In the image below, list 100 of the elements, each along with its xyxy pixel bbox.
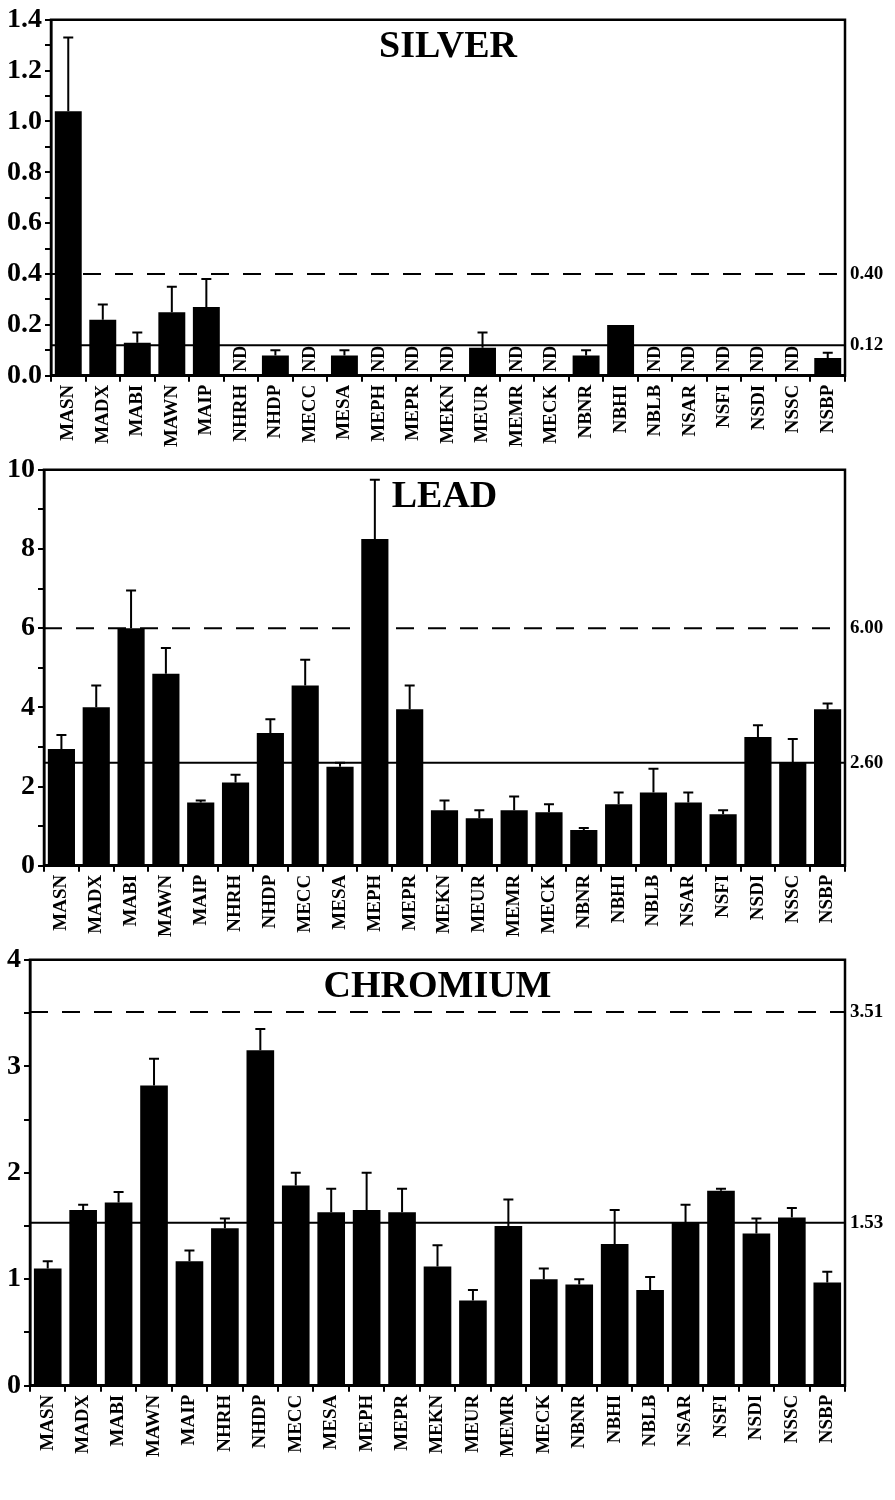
x-tick-label: MADX xyxy=(90,384,112,444)
ref-line-label: 0.40 xyxy=(850,261,884,283)
x-tick-label: MABI xyxy=(106,1394,128,1447)
x-tick-label: MADX xyxy=(71,1394,93,1454)
x-tick-label: MECC xyxy=(297,384,319,443)
x-tick-label: MECC xyxy=(283,1394,305,1453)
x-tick-label: MEMR xyxy=(502,874,524,937)
x-tick-label: NBLB xyxy=(638,1394,660,1447)
x-tick-label: MAIP xyxy=(177,1394,199,1446)
y-tick-label: 2 xyxy=(21,768,35,800)
x-tick-label: MABI xyxy=(125,384,147,437)
x-tick-label: MASN xyxy=(35,1394,57,1451)
x-tick-label: MEUR xyxy=(470,384,492,443)
x-tick-label: NSSC xyxy=(780,874,802,924)
x-tick-label: MEUR xyxy=(467,874,489,933)
y-tick-label: 6 xyxy=(21,610,35,642)
ref-line-label: 2.60 xyxy=(850,750,884,772)
y-tick-label: 1.2 xyxy=(7,52,42,84)
x-tick-label: MEPH xyxy=(366,384,388,442)
x-tick-label: NSBP xyxy=(815,384,837,434)
x-tick-label: NSAR xyxy=(676,874,698,927)
x-tick-label: MECK xyxy=(536,874,558,934)
y-tick-label: 10 xyxy=(7,452,35,484)
x-tick-label: NBHI xyxy=(606,874,628,924)
x-tick-label: MEPR xyxy=(401,384,423,441)
y-tick-label: 1.0 xyxy=(7,103,42,135)
x-tick-label: MAWN xyxy=(153,874,175,938)
y-tick-label: 0 xyxy=(21,847,35,879)
y-tick-label: 2 xyxy=(7,1155,21,1186)
x-tick-label: NHRH xyxy=(228,384,250,442)
x-tick-label: NHRH xyxy=(212,1394,234,1452)
y-tick-label: 1.4 xyxy=(7,2,42,34)
x-tick-label: MAWN xyxy=(141,1394,163,1458)
x-tick-label: MEKN xyxy=(432,874,454,934)
x-tick-label: MEPH xyxy=(354,1394,376,1452)
x-tick-label: NHDP xyxy=(248,1394,270,1449)
x-tick-label: MEKN xyxy=(435,384,457,444)
text: ND xyxy=(712,345,733,372)
y-tick-label: 1 xyxy=(7,1261,21,1293)
x-tick-label: MEPH xyxy=(362,874,384,932)
text: ND xyxy=(367,345,388,372)
y-tick-label: 0.4 xyxy=(7,256,42,288)
x-tick-label: MESA xyxy=(319,1394,341,1450)
ref-line-label: 1.53 xyxy=(850,1210,884,1232)
x-tick-label: NHDP xyxy=(258,874,280,929)
y-tick-label: 4 xyxy=(21,689,35,721)
ref-line-label: 6.00 xyxy=(850,616,884,638)
x-tick-label: NSFI xyxy=(708,1394,730,1439)
x-tick-label: MEMR xyxy=(504,384,526,447)
y-tick-label: 8 xyxy=(21,531,35,563)
x-tick-label: NSDI xyxy=(745,874,767,921)
text: ND xyxy=(643,345,664,372)
y-tick-label: 0.0 xyxy=(7,357,42,389)
x-tick-label: NSAR xyxy=(677,384,699,437)
y-tick-label: 0.6 xyxy=(7,205,42,237)
x-tick-label: NSBP xyxy=(815,874,837,924)
x-tick-label: MAIP xyxy=(188,874,210,926)
x-tick-label: NHDP xyxy=(263,384,285,439)
ref-line-label: 3.51 xyxy=(850,999,884,1021)
ref-line-label: 0.12 xyxy=(850,333,884,355)
x-tick-label: MECC xyxy=(293,874,315,933)
x-tick-label: NSBP xyxy=(815,1394,837,1444)
chart-title: CHROMIUM xyxy=(323,962,552,1005)
y-tick-label: 0.8 xyxy=(7,154,42,186)
x-tick-label: NSSC xyxy=(779,1394,801,1444)
x-tick-label: MEPR xyxy=(389,1394,411,1451)
x-tick-label: NBNR xyxy=(567,1394,589,1449)
x-tick-label: MASN xyxy=(49,874,71,931)
x-tick-label: MABI xyxy=(118,874,140,927)
text: ND xyxy=(402,345,423,372)
x-tick-label: MAIP xyxy=(194,384,216,436)
x-tick-label: NSFI xyxy=(712,384,734,429)
text: ND xyxy=(781,345,802,372)
text: ND xyxy=(678,345,699,372)
text: ND xyxy=(540,345,561,372)
x-tick-label: NBHI xyxy=(608,384,630,434)
x-tick-label: NSFI xyxy=(711,874,733,919)
x-tick-label: MAWN xyxy=(159,384,181,448)
y-tick-label: 4 xyxy=(7,942,21,974)
x-tick-label: NBNR xyxy=(571,874,593,929)
text: ND xyxy=(229,345,250,372)
chart-title: LEAD xyxy=(391,472,498,515)
x-tick-label: NHRH xyxy=(223,874,245,932)
y-tick-label: 0 xyxy=(7,1367,21,1399)
x-tick-label: NBLB xyxy=(643,384,665,437)
text: ND xyxy=(298,345,319,372)
x-tick-label: MEUR xyxy=(460,1394,482,1453)
text: ND xyxy=(505,345,526,372)
x-tick-label: MASN xyxy=(56,384,78,441)
x-tick-label: NBLB xyxy=(641,874,663,927)
x-tick-label: NBHI xyxy=(602,1394,624,1444)
text: ND xyxy=(747,345,768,372)
chart-title: SILVER xyxy=(378,22,518,65)
x-tick-label: MECK xyxy=(539,384,561,444)
y-tick-label: 0.2 xyxy=(7,307,42,339)
x-tick-label: MESA xyxy=(332,384,354,440)
text: ND xyxy=(436,345,457,372)
x-tick-label: NBNR xyxy=(573,384,595,439)
x-tick-label: MEPR xyxy=(397,874,419,931)
x-tick-label: MESA xyxy=(327,874,349,930)
